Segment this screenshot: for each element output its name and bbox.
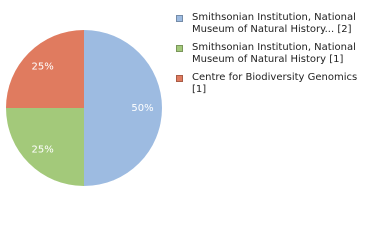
legend-swatch (176, 15, 183, 22)
legend-item: Smithsonian Institution, National Museum… (174, 12, 374, 36)
legend: Smithsonian Institution, National Museum… (174, 12, 374, 102)
pie-slice (6, 108, 84, 186)
pie-slice (6, 30, 84, 108)
legend-label: Smithsonian Institution, National Museum… (192, 12, 356, 35)
chart: 50% 25% 25% (6, 30, 162, 186)
slice-label: 50% (131, 103, 153, 114)
slice-label: 25% (32, 62, 54, 73)
legend-label: Centre for Biodiversity Genomics [1] (192, 72, 358, 95)
legend-swatch (176, 45, 183, 52)
legend-swatch (176, 75, 183, 82)
legend-item: Smithsonian Institution, National Museum… (174, 42, 374, 66)
pie-slice (84, 30, 162, 186)
legend-item: Centre for Biodiversity Genomics [1] (174, 72, 374, 96)
slice-label: 25% (32, 144, 54, 155)
legend-label: Smithsonian Institution, National Museum… (192, 42, 356, 65)
